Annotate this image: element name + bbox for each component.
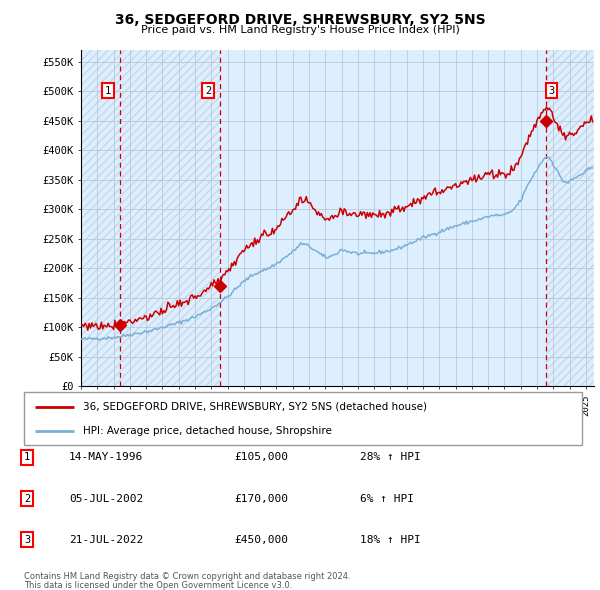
Text: £170,000: £170,000	[234, 494, 288, 503]
Bar	[119, 50, 220, 386]
Text: 18% ↑ HPI: 18% ↑ HPI	[360, 535, 421, 545]
Bar	[220, 50, 546, 386]
Text: Price paid vs. HM Land Registry's House Price Index (HPI): Price paid vs. HM Land Registry's House …	[140, 25, 460, 35]
Text: 36, SEDGEFORD DRIVE, SHREWSBURY, SY2 5NS: 36, SEDGEFORD DRIVE, SHREWSBURY, SY2 5NS	[115, 13, 485, 27]
Text: 21-JUL-2022: 21-JUL-2022	[69, 535, 143, 545]
Bar	[81, 50, 119, 386]
Text: 6% ↑ HPI: 6% ↑ HPI	[360, 494, 414, 503]
Text: 36, SEDGEFORD DRIVE, SHREWSBURY, SY2 5NS (detached house): 36, SEDGEFORD DRIVE, SHREWSBURY, SY2 5NS…	[83, 402, 427, 412]
Text: 1: 1	[105, 86, 111, 96]
Bar	[546, 50, 594, 386]
Text: £450,000: £450,000	[234, 535, 288, 545]
Bar	[81, 50, 119, 386]
Text: 05-JUL-2002: 05-JUL-2002	[69, 494, 143, 503]
Text: 3: 3	[548, 86, 554, 96]
Text: 2: 2	[24, 494, 30, 503]
Text: £105,000: £105,000	[234, 453, 288, 462]
Bar	[119, 50, 220, 386]
Text: 28% ↑ HPI: 28% ↑ HPI	[360, 453, 421, 462]
Text: 2: 2	[205, 86, 211, 96]
Text: This data is licensed under the Open Government Licence v3.0.: This data is licensed under the Open Gov…	[24, 581, 292, 590]
Text: 1: 1	[24, 453, 30, 462]
Bar	[546, 50, 594, 386]
FancyBboxPatch shape	[24, 392, 582, 445]
Text: 14-MAY-1996: 14-MAY-1996	[69, 453, 143, 462]
Text: 3: 3	[24, 535, 30, 545]
Text: HPI: Average price, detached house, Shropshire: HPI: Average price, detached house, Shro…	[83, 426, 331, 436]
Text: Contains HM Land Registry data © Crown copyright and database right 2024.: Contains HM Land Registry data © Crown c…	[24, 572, 350, 581]
